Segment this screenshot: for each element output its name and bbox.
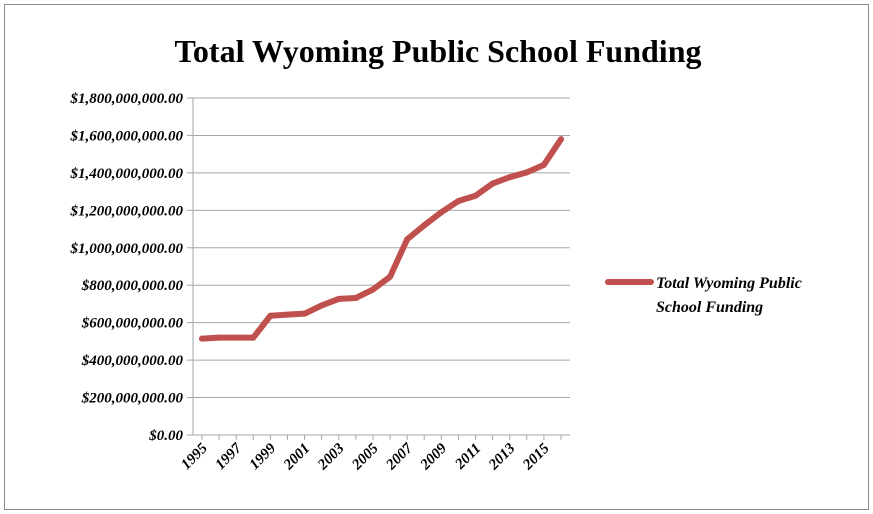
y-tick-label: $1,400,000,000.00: [70, 166, 184, 182]
x-tick-label: 1997: [212, 440, 245, 473]
x-tick-label: 2005: [349, 440, 383, 474]
y-tick-label: $600,000,000.00: [81, 316, 184, 332]
x-tick-label: 2001: [280, 441, 313, 474]
legend-label: Total Wyoming Public School Funding: [656, 275, 802, 316]
data-point: [199, 335, 205, 342]
y-tick-label: $1,800,000,000.00: [70, 91, 184, 107]
data-point: [369, 286, 376, 293]
gridlines: [193, 97, 570, 399]
data-point: [352, 294, 359, 301]
series-line: [199, 136, 564, 342]
data-point: [558, 136, 564, 143]
data-point: [506, 174, 513, 181]
x-tick-label: 2007: [383, 440, 417, 474]
x-tick-label: 2009: [417, 440, 451, 474]
data-point: [233, 334, 240, 341]
data-point: [387, 273, 394, 280]
y-axis-tick-labels: $0.00 $200,000,000.00 $400,000,000.00 $600,…: [70, 91, 184, 444]
series-lines: [199, 136, 564, 342]
data-point: [540, 161, 547, 168]
data-point: [250, 334, 257, 341]
data-point: [216, 334, 223, 341]
data-point: [489, 180, 496, 187]
data-point: [438, 209, 445, 216]
x-tick-label: 2013: [485, 440, 519, 474]
y-tick-label: $400,000,000.00: [81, 353, 184, 369]
y-tick-label: $0.00: [148, 428, 183, 444]
data-point: [335, 295, 342, 302]
y-tick-label: $1,000,000,000.00: [70, 241, 184, 257]
y-tick-label: $1,600,000,000.00: [70, 128, 184, 144]
x-tick-label: 2015: [519, 440, 553, 474]
chart-frame: Total Wyoming Public School Funding $0.0…: [4, 4, 869, 510]
data-point: [472, 192, 479, 199]
chart-title: Total Wyoming Public School Funding: [175, 33, 702, 69]
x-tick-label: 2003: [314, 440, 348, 474]
data-point: [284, 311, 291, 318]
x-tick-label: 2011: [452, 441, 485, 474]
axes: [187, 97, 570, 440]
data-point: [318, 302, 325, 309]
y-tick-label: $200,000,000.00: [81, 391, 184, 407]
line-chart: Total Wyoming Public School Funding $0.0…: [70, 33, 802, 474]
data-point: [301, 310, 308, 317]
y-tick-label: $1,200,000,000.00: [70, 203, 184, 219]
data-point: [404, 236, 411, 243]
data-point: [523, 169, 530, 176]
data-point: [267, 312, 274, 319]
y-tick-label: $800,000,000.00: [81, 278, 184, 294]
x-axis-tick-labels: 1995 1997 1999 2001 2003 2005 2007 2009 2011 2013…: [178, 440, 553, 474]
data-point: [421, 222, 428, 229]
legend-label-line: School Funding: [656, 299, 763, 316]
x-tick-label: 1999: [247, 440, 280, 473]
data-point: [455, 197, 462, 204]
legend: Total Wyoming Public School Funding: [605, 275, 802, 316]
x-tick-label: 1995: [178, 440, 211, 473]
legend-label-line: Total Wyoming Public: [656, 275, 802, 292]
